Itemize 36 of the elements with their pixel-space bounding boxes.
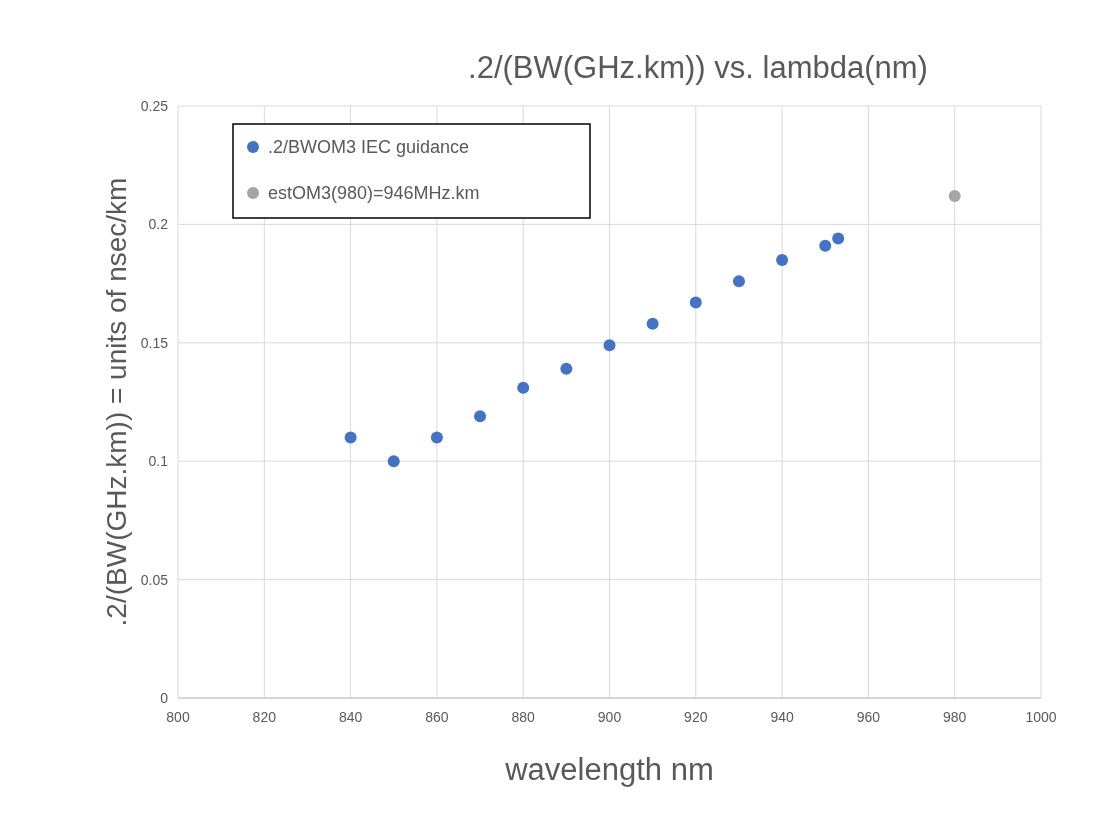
- chart-title: .2/(BW(GHz.km)) vs. lambda(nm): [468, 50, 928, 85]
- point: [732, 275, 745, 288]
- x-tick-label: 860: [425, 709, 449, 725]
- point: [832, 232, 845, 245]
- y-tick-label: 0.2: [148, 216, 169, 233]
- x-tick-label: 900: [597, 709, 622, 725]
- point: [517, 381, 530, 394]
- x-tick-label: 1000: [1025, 709, 1057, 725]
- x-tick-label: 820: [252, 709, 277, 725]
- point: [560, 362, 573, 375]
- x-tick-label: 920: [684, 709, 708, 725]
- y-tick-label: 0.15: [140, 334, 169, 351]
- point: [819, 239, 832, 252]
- y-tick-label: 0.05: [140, 571, 169, 588]
- point: [948, 189, 961, 202]
- point: [646, 317, 659, 330]
- x-tick-label: 840: [338, 709, 363, 725]
- point: [474, 410, 487, 423]
- x-tick-label: 940: [770, 709, 794, 725]
- y-axis-title: .2/(BW(GHz.km)) = units of nsec/km: [101, 177, 132, 627]
- point: [776, 253, 789, 266]
- point: [387, 455, 400, 468]
- point: [430, 431, 443, 444]
- point: [689, 296, 702, 309]
- x-tick-label: 880: [511, 709, 536, 725]
- legend-label: estOM3(980)=946MHz.km: [268, 183, 480, 203]
- y-tick-label: 0.1: [148, 453, 169, 470]
- legend-label: .2/BWOM3 IEC guidance: [268, 137, 470, 157]
- x-tick-label: 960: [856, 709, 881, 725]
- y-tick-label: 0: [160, 690, 169, 706]
- point: [344, 431, 357, 444]
- x-tick-label: 800: [166, 709, 190, 725]
- x-axis-title: wavelength nm: [504, 752, 714, 787]
- point: [603, 339, 616, 352]
- y-tick-label: 0.25: [140, 98, 169, 114]
- x-tick-label: 980: [943, 709, 967, 725]
